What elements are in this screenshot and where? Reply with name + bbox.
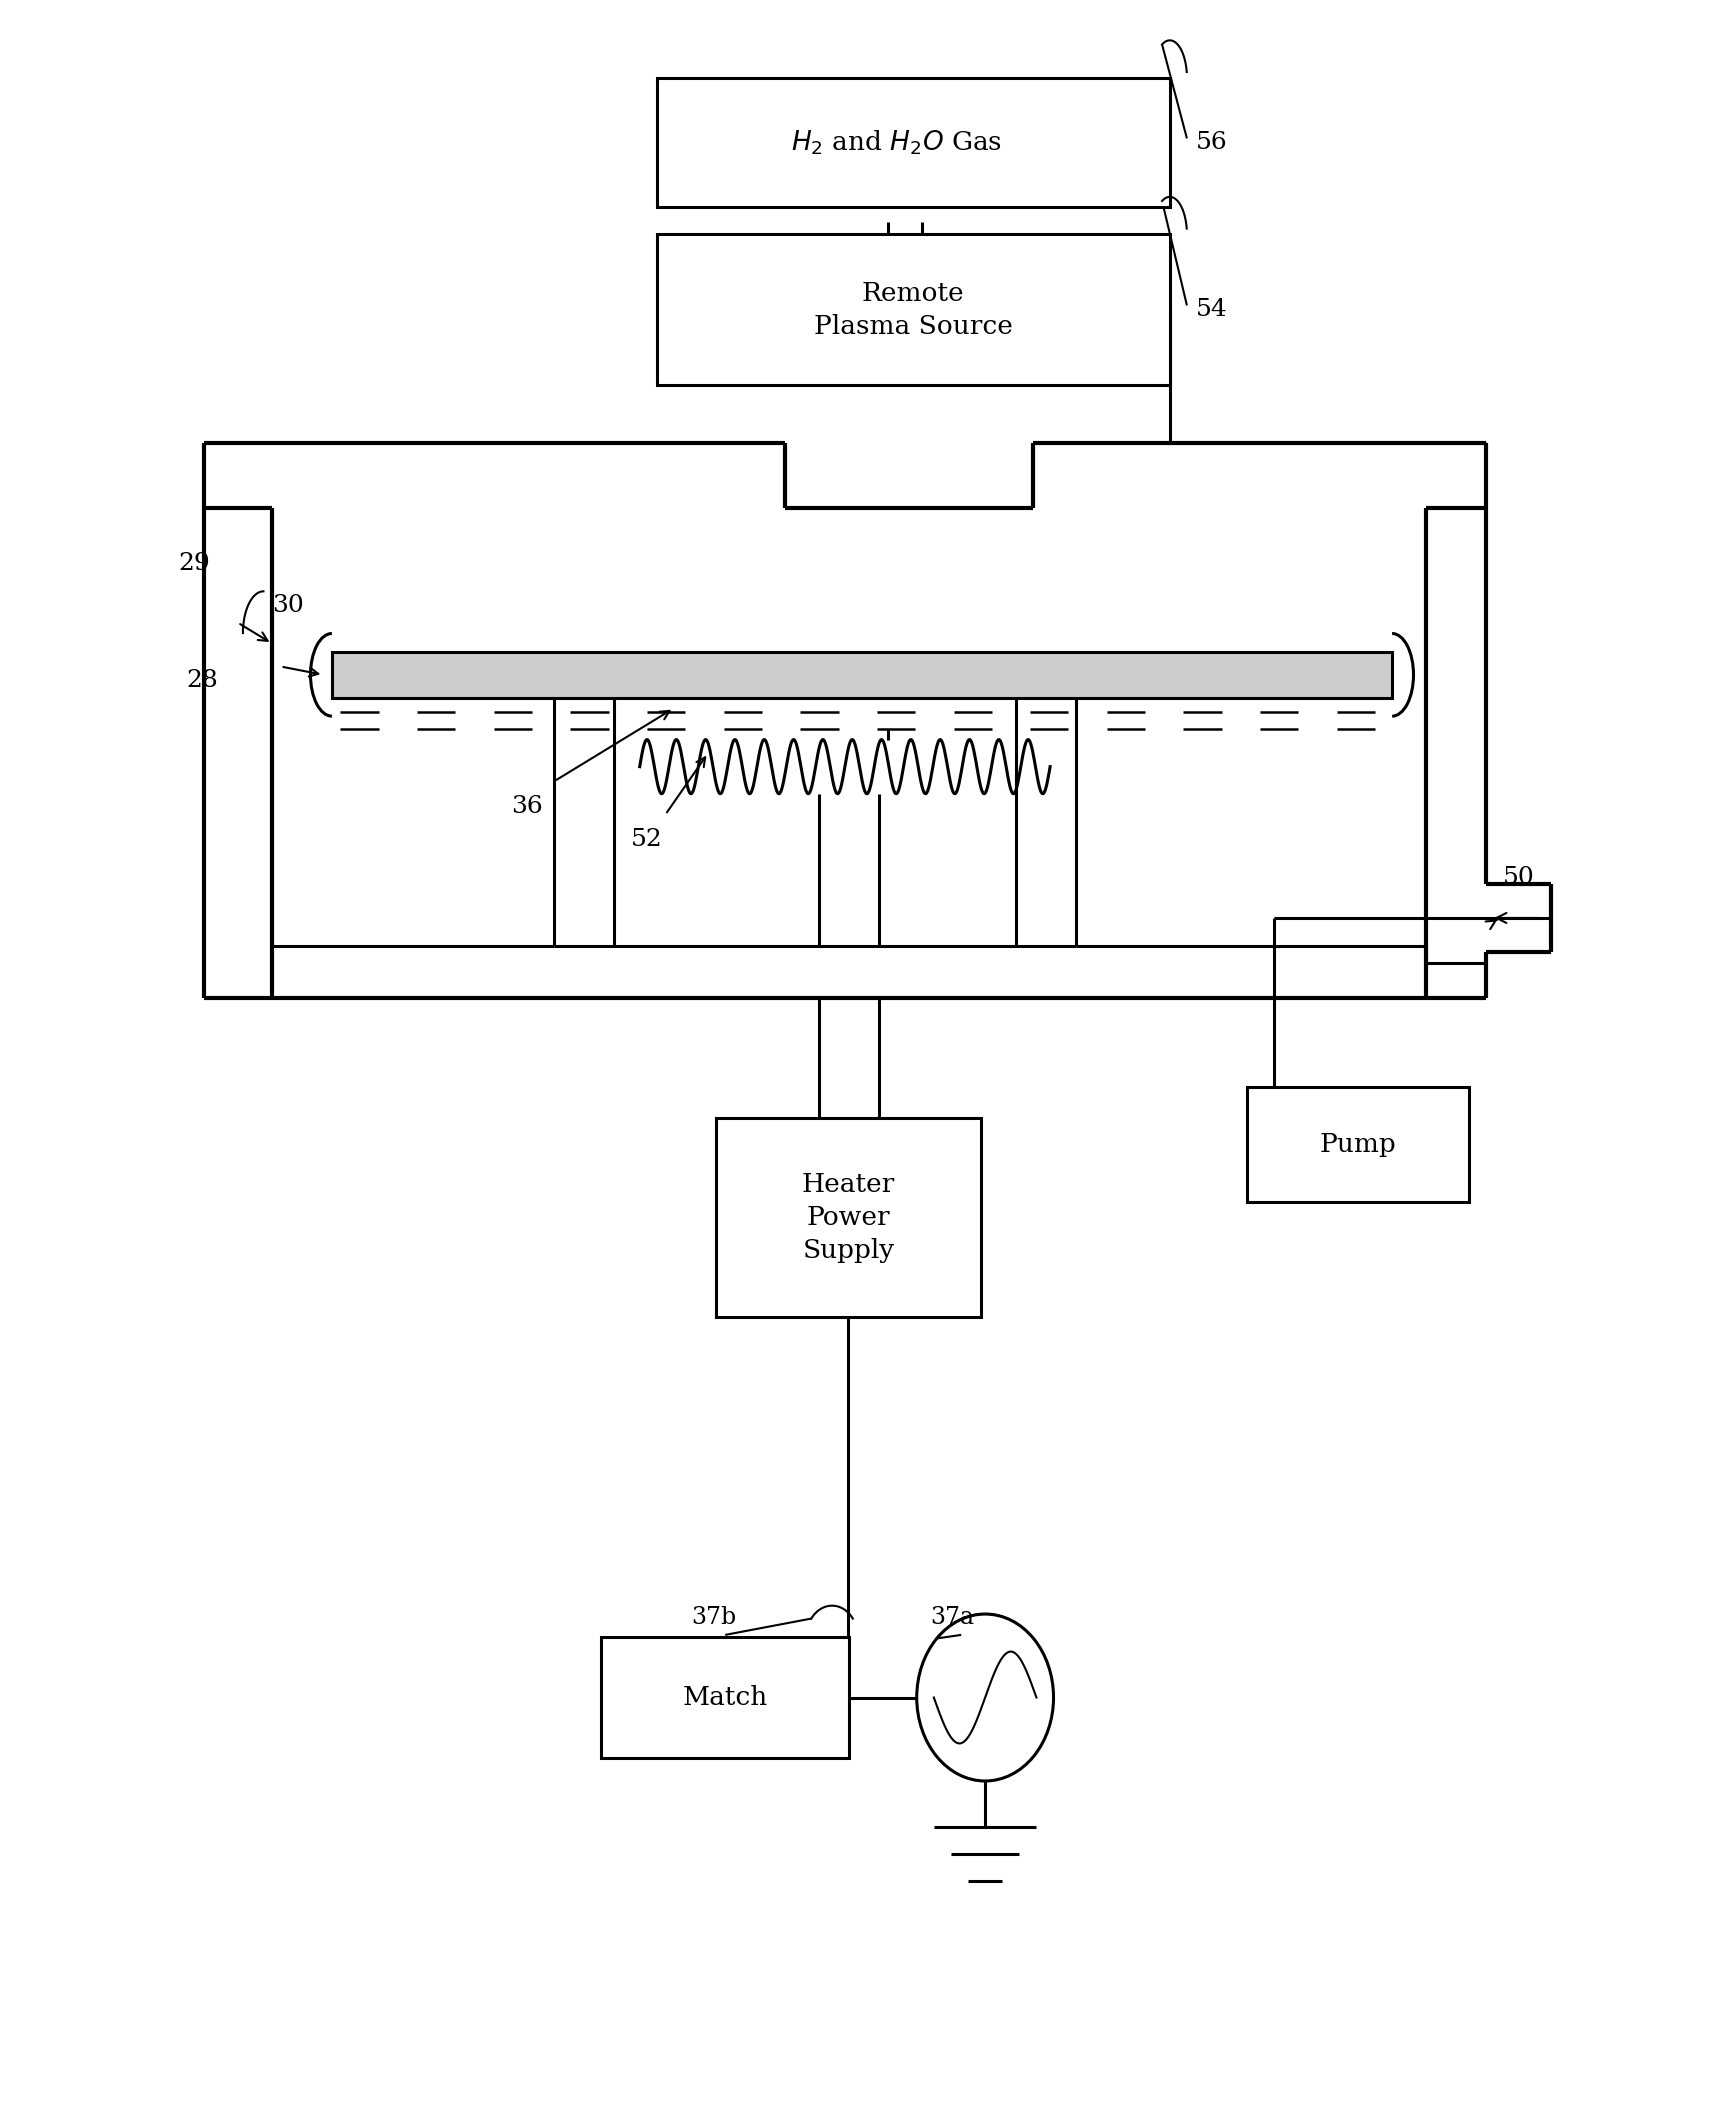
Text: Remote
Plasma Source: Remote Plasma Source: [813, 282, 1011, 338]
Text: 37a: 37a: [930, 1607, 973, 1630]
Text: Heater
Power
Supply: Heater Power Supply: [801, 1172, 894, 1263]
Text: 50: 50: [1502, 866, 1533, 889]
Bar: [1246, 1086, 1468, 1202]
Text: 36: 36: [512, 794, 543, 817]
Text: 30: 30: [272, 595, 303, 618]
Bar: [331, 651, 1392, 698]
Text: 52: 52: [631, 828, 663, 851]
Text: $H_2$ and $H_2O$ Gas: $H_2$ and $H_2O$ Gas: [791, 128, 1001, 158]
Bar: [601, 1637, 849, 1759]
Text: 37b: 37b: [691, 1607, 736, 1630]
Text: Pump: Pump: [1318, 1132, 1396, 1158]
Text: 56: 56: [1194, 130, 1227, 153]
Text: 54: 54: [1194, 298, 1227, 321]
Bar: [715, 1118, 980, 1317]
Text: 29: 29: [177, 553, 210, 576]
Text: 28: 28: [186, 670, 219, 693]
Text: Match: Match: [682, 1685, 767, 1710]
Bar: [656, 235, 1170, 384]
Bar: [656, 78, 1170, 208]
